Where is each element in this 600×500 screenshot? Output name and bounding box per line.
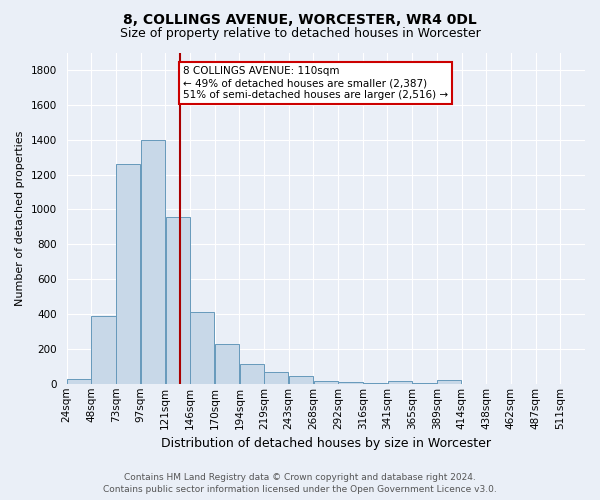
Bar [239, 364, 264, 384]
Bar [363, 383, 387, 384]
Bar [338, 382, 362, 384]
Bar [437, 380, 461, 384]
Bar [91, 316, 116, 384]
X-axis label: Distribution of detached houses by size in Worcester: Distribution of detached houses by size … [161, 437, 491, 450]
Bar [166, 218, 190, 384]
Bar [264, 372, 289, 384]
Text: 8 COLLINGS AVENUE: 110sqm
← 49% of detached houses are smaller (2,387)
51% of se: 8 COLLINGS AVENUE: 110sqm ← 49% of detac… [183, 66, 448, 100]
Y-axis label: Number of detached properties: Number of detached properties [15, 130, 25, 306]
Bar [215, 344, 239, 384]
Bar [116, 164, 140, 384]
Bar [314, 381, 338, 384]
Bar [388, 382, 412, 384]
Text: 8, COLLINGS AVENUE, WORCESTER, WR4 0DL: 8, COLLINGS AVENUE, WORCESTER, WR4 0DL [123, 12, 477, 26]
Text: Contains HM Land Registry data © Crown copyright and database right 2024.
Contai: Contains HM Land Registry data © Crown c… [103, 472, 497, 494]
Text: Size of property relative to detached houses in Worcester: Size of property relative to detached ho… [119, 28, 481, 40]
Bar [289, 376, 313, 384]
Bar [67, 380, 91, 384]
Bar [190, 312, 214, 384]
Bar [141, 140, 165, 384]
